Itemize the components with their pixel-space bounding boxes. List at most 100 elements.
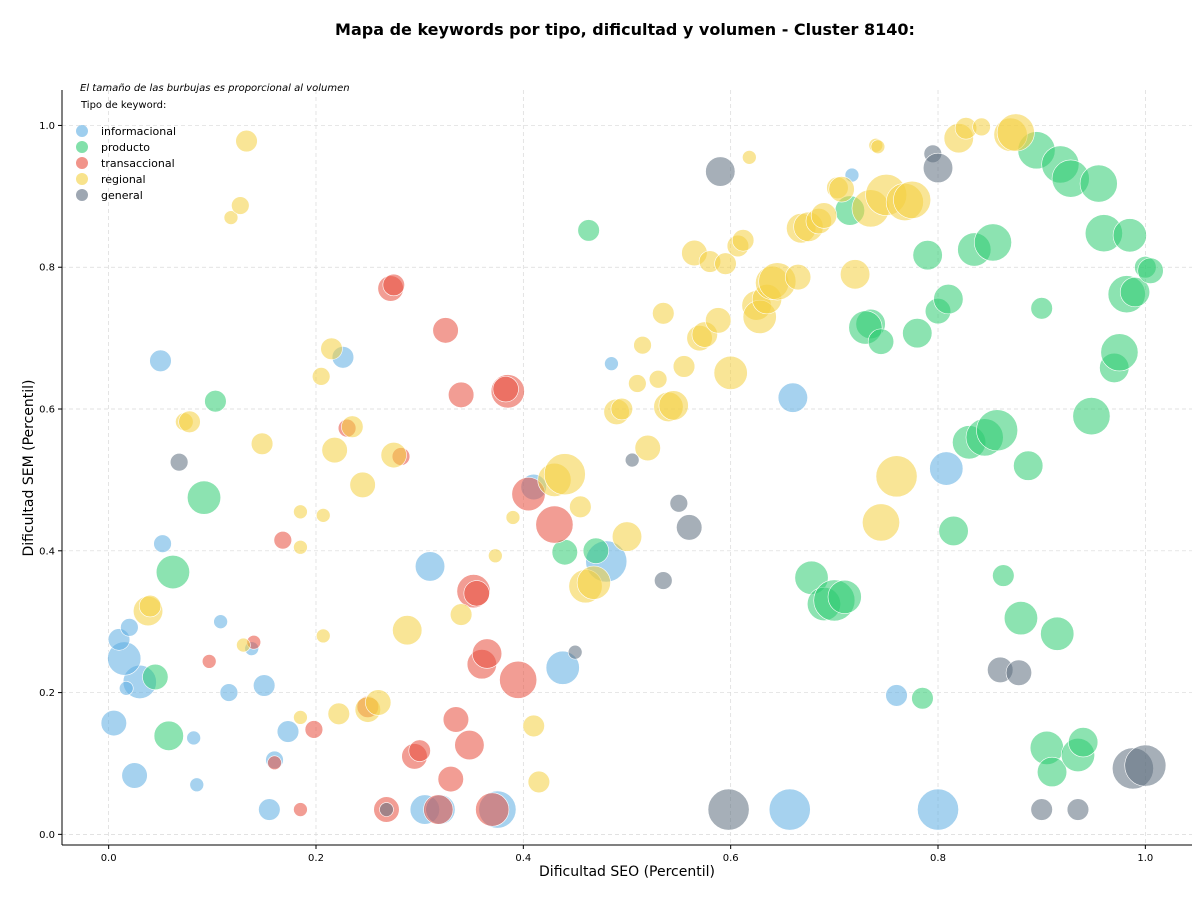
bubble-point <box>731 229 755 252</box>
bubble-point <box>633 336 652 355</box>
bubble-point <box>1013 450 1044 481</box>
bubble-point <box>475 792 510 827</box>
bubble-point <box>100 709 127 737</box>
bubble-point <box>442 706 470 733</box>
legend-item-transaccional: transaccional <box>76 157 175 170</box>
bubble-point <box>120 618 139 637</box>
bubble-point <box>576 565 611 600</box>
bubble-point <box>414 551 446 582</box>
y-tick-label: 1.0 <box>39 121 55 132</box>
bubble-point <box>138 594 162 618</box>
bubble-point <box>577 219 600 242</box>
y-ticks: 0.0 0.2 0.4 0.6 0.8 1.0 <box>39 121 62 841</box>
bubble-point <box>187 480 222 515</box>
bubble-point <box>454 729 485 761</box>
bubble-point <box>714 252 737 275</box>
bubble-point <box>885 684 908 707</box>
bubble-point <box>658 390 689 421</box>
bubble-point <box>153 534 172 553</box>
bubble-point <box>672 355 696 378</box>
bubble-point <box>768 788 811 831</box>
bubble-point <box>922 152 954 184</box>
legend-item-informacional: informacional <box>76 125 176 138</box>
y-tick-label: 0.8 <box>39 263 55 274</box>
bubble-point <box>204 390 227 413</box>
bubble-point <box>492 376 519 403</box>
bubble-point <box>912 240 943 271</box>
y-tick-label: 0.2 <box>39 688 55 699</box>
bubble-point <box>448 381 475 408</box>
bubble-point <box>992 564 1015 587</box>
legend-marker <box>76 141 88 153</box>
bubble-point <box>654 571 673 590</box>
y-tick-label: 0.4 <box>39 546 55 557</box>
bubble-point <box>535 505 574 544</box>
x-tick-label: 0.6 <box>723 853 739 864</box>
bubble-point <box>1005 659 1032 686</box>
series-regional <box>132 113 1035 794</box>
bubble-point <box>545 650 580 685</box>
bubble-point <box>449 603 473 626</box>
bubble-point <box>893 180 932 219</box>
bubble-point <box>408 739 431 762</box>
legend: informacional producto transaccional region… <box>76 125 176 202</box>
bubble-point <box>1068 727 1099 758</box>
legend-item-general: general <box>76 189 143 202</box>
series-producto <box>142 131 1164 788</box>
bubble-point <box>707 788 750 831</box>
size-note: El tamaño de las burbujas es proporciona… <box>80 83 350 94</box>
bubble-point <box>341 415 364 438</box>
x-tick-label: 0.0 <box>101 853 117 864</box>
bubble-point <box>392 615 423 646</box>
bubble-point <box>933 284 964 315</box>
bubble-point <box>610 397 633 421</box>
bubble-point <box>974 223 1012 262</box>
bubble-point <box>321 437 348 464</box>
x-tick-label: 0.4 <box>515 853 531 864</box>
bubble-point <box>1124 744 1167 787</box>
bubble-point <box>604 356 619 371</box>
bubble-point <box>976 409 1019 452</box>
bubble-point <box>315 628 331 644</box>
bubble-point <box>972 117 991 137</box>
bubble-point <box>379 802 394 817</box>
bubble-point <box>713 355 748 390</box>
bubble-point <box>1119 276 1151 308</box>
bubble-point <box>155 555 190 590</box>
bubble-point <box>293 802 308 817</box>
bubble-point <box>827 579 862 614</box>
bubble-point <box>223 210 239 225</box>
bubble-point <box>648 370 668 389</box>
bubble-point <box>828 176 855 203</box>
bubble-point <box>996 113 1035 152</box>
bubble-point <box>349 471 376 498</box>
bubble-point <box>742 150 757 165</box>
bubble-point <box>380 441 407 469</box>
bubble-point <box>250 432 274 455</box>
data-points <box>100 113 1167 831</box>
x-ticks: 0.0 0.2 0.4 0.6 0.8 1.0 <box>101 845 1153 864</box>
bubble-point <box>875 455 918 498</box>
bubble-point <box>231 196 250 215</box>
bubble-point <box>142 663 169 691</box>
bubble-point <box>201 654 217 669</box>
bubble-point <box>365 689 392 716</box>
bubble-point <box>862 503 900 542</box>
legend-title: Tipo de keyword: <box>80 100 166 111</box>
bubble-point <box>1112 218 1147 253</box>
bubble-point <box>628 374 647 393</box>
bubble-point <box>543 453 586 496</box>
bubble-point <box>153 720 184 751</box>
bubble-point <box>567 644 583 660</box>
bubble-point <box>652 302 675 325</box>
legend-marker <box>76 173 88 185</box>
bubble-point <box>311 367 331 386</box>
bubble-point <box>235 129 258 153</box>
bubble-point <box>315 508 331 523</box>
bubble-point <box>705 156 736 187</box>
bubble-point <box>611 521 643 552</box>
x-tick-label: 1.0 <box>1137 853 1153 864</box>
bubble-point <box>938 515 969 546</box>
